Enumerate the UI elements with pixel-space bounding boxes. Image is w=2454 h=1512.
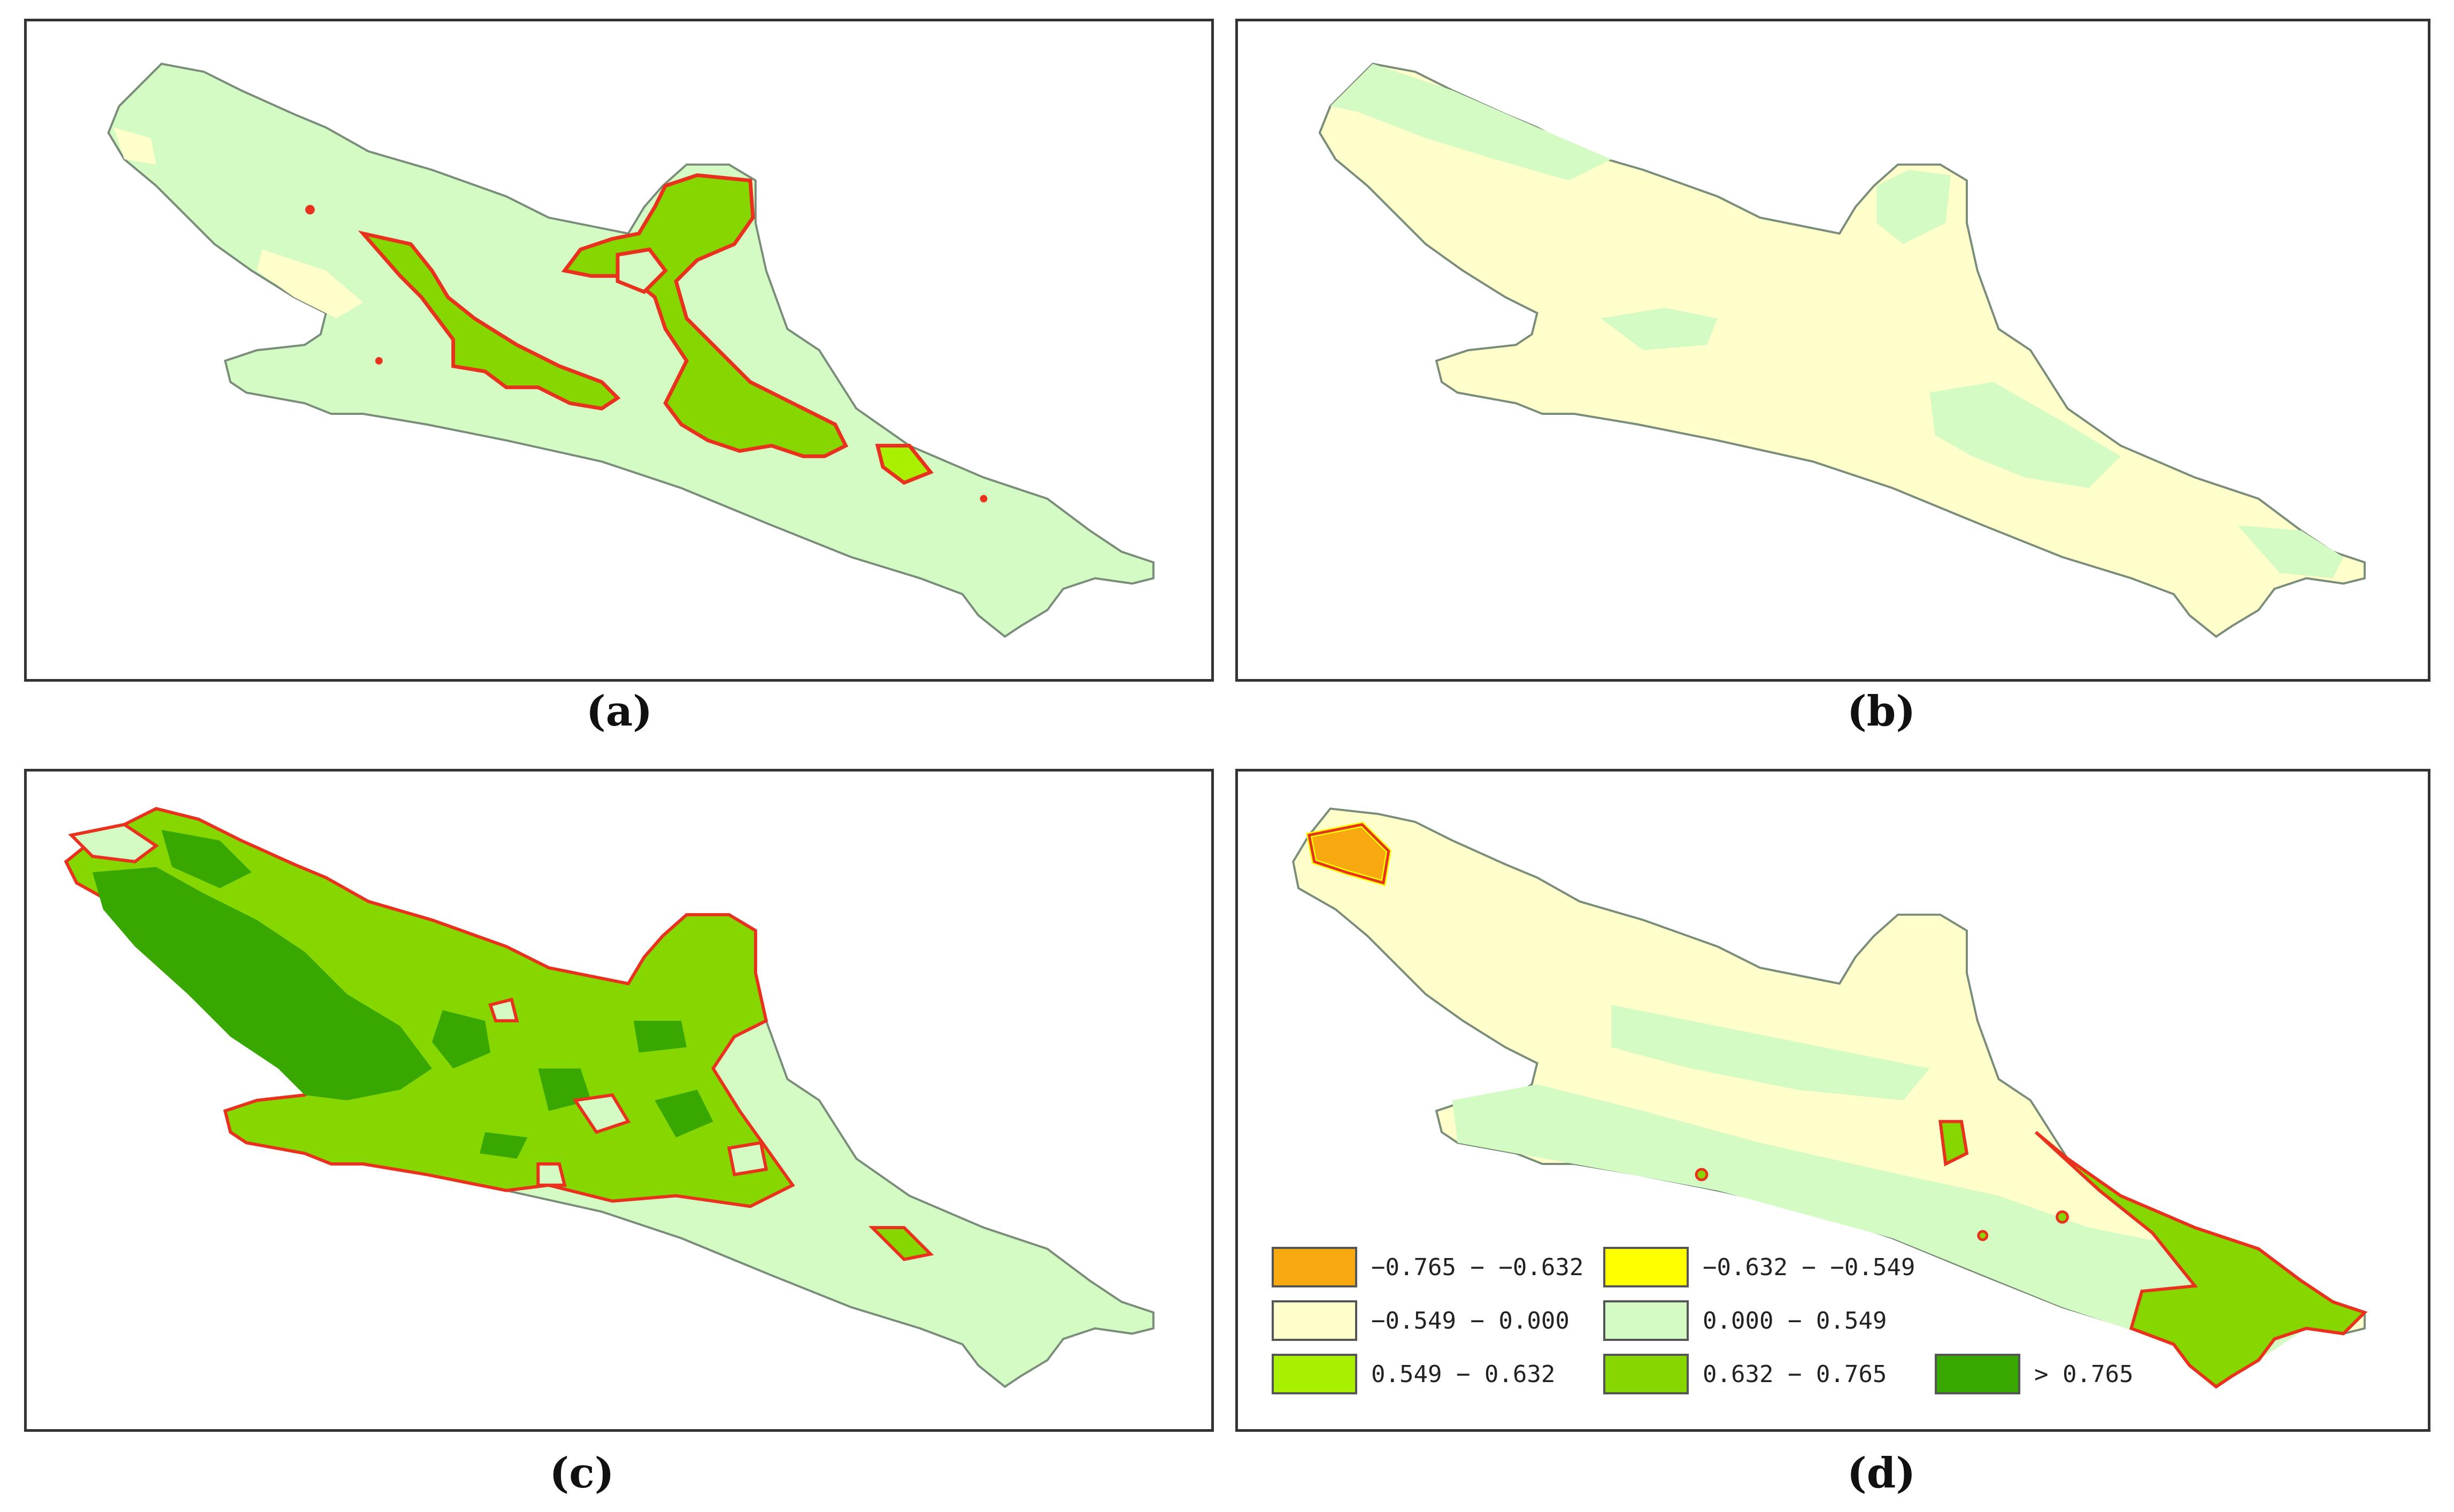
dark-zone-c-6 (655, 1090, 713, 1138)
spot-a-1 (305, 205, 315, 215)
patch-d-2 (1611, 1005, 1930, 1100)
patch-b-1 (1330, 64, 1612, 181)
legend-item: 0.549 − 0.632 (1272, 1353, 1555, 1395)
dark-zone-c-1 (93, 867, 432, 1100)
caption-a: (a) (586, 687, 653, 736)
legend-swatch (1272, 1354, 1357, 1394)
green-zone-c-2 (868, 1226, 934, 1261)
spot-d-3 (2056, 1210, 2069, 1224)
patch-b-5 (2237, 525, 2344, 578)
legend-item: −0.632 − −0.549 (1603, 1246, 1915, 1289)
green-zone-a-2 (561, 173, 849, 458)
patch-a-1 (257, 249, 363, 319)
caption-d: (d) (1847, 1449, 1916, 1498)
legend-label: −0.549 − 0.000 (1371, 1307, 1570, 1334)
patch-a-2 (113, 127, 157, 165)
green-zone-d-2 (1938, 1120, 1969, 1167)
map-panel-b (1235, 19, 2430, 682)
region-outline-b (1318, 63, 2366, 638)
map-panel-a (24, 19, 1214, 682)
hole-c-1 (68, 823, 159, 863)
legend-swatch (1272, 1300, 1357, 1341)
map-a (107, 63, 1155, 638)
hole-c-3 (536, 1162, 567, 1187)
hole-a-1 (616, 247, 668, 294)
legend-swatch (1272, 1247, 1357, 1287)
dark-zone-c-5 (633, 1021, 687, 1053)
patch-b-4 (1601, 307, 1718, 350)
legend-swatch (1935, 1354, 2020, 1394)
green-zone-c-1 (64, 807, 795, 1208)
legend-label: 0.549 − 0.632 (1371, 1360, 1556, 1388)
spot-a-3 (980, 495, 988, 503)
region-outline-a (107, 63, 1155, 638)
hole-c-5 (488, 997, 519, 1023)
legend-swatch (1603, 1247, 1689, 1287)
legend-item: > 0.765 (1935, 1353, 2133, 1395)
legend: −0.765 − −0.632 −0.632 − −0.549 −0.549 −… (1272, 1246, 2133, 1406)
caption-b: (b) (1847, 687, 1916, 736)
caption-c: (c) (549, 1449, 614, 1498)
map-panel-c (24, 769, 1214, 1432)
patch-b-2 (1876, 169, 1951, 244)
legend-label: −0.632 − −0.549 (1703, 1253, 1915, 1281)
dark-zone-c-2 (161, 830, 252, 889)
legend-label: −0.765 − −0.632 (1371, 1253, 1584, 1281)
legend-item: 0.632 − 0.765 (1603, 1353, 1887, 1395)
spot-d-1 (1695, 1168, 1709, 1182)
legend-item: −0.549 − 0.000 (1272, 1299, 1570, 1342)
map-panel-d (1235, 769, 2430, 1432)
legend-swatch (1603, 1300, 1689, 1341)
spot-a-2 (375, 357, 383, 365)
legend-swatch (1603, 1354, 1689, 1394)
patch-b-3 (1929, 382, 2121, 488)
spot-d-2 (1977, 1230, 1989, 1241)
green-zone-a-3 (875, 444, 934, 485)
dark-zone-c-3 (432, 1010, 490, 1069)
hole-c-4 (727, 1140, 768, 1177)
map-c (64, 807, 1155, 1388)
dark-zone-c-7 (480, 1132, 528, 1159)
legend-label: 0.000 − 0.549 (1703, 1307, 1887, 1334)
legend-item: 0.000 − 0.549 (1603, 1299, 1887, 1342)
hole-c-2 (572, 1093, 631, 1135)
map-b (1318, 63, 2366, 638)
green-zone-a-1 (358, 230, 621, 411)
map-d (1292, 807, 2368, 1389)
green-zone-d-1 (2034, 1131, 2368, 1389)
legend-item: −0.765 − −0.632 (1272, 1246, 1583, 1289)
legend-label: 0.632 − 0.765 (1703, 1360, 1887, 1388)
legend-label: > 0.765 (2034, 1360, 2134, 1388)
orange-zone-d-1-border (1307, 823, 1390, 885)
